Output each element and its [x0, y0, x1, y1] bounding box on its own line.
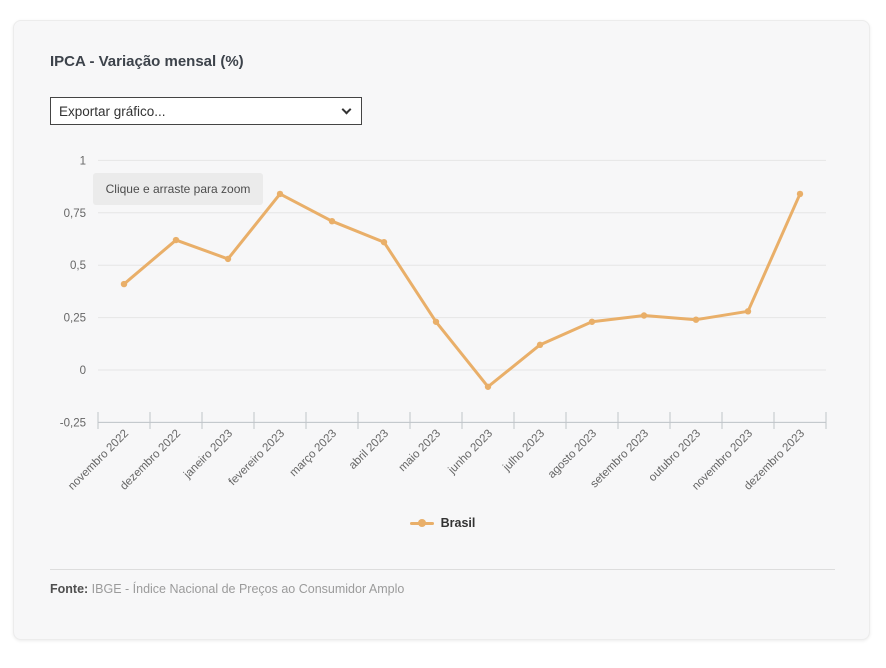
source-note: Fonte: IBGE - Índice Nacional de Preços … — [50, 579, 404, 599]
x-axis-label: outubro 2023 — [647, 428, 703, 484]
chart-title: IPCA - Variação mensal (%) — [50, 53, 244, 70]
data-point[interactable] — [484, 383, 492, 390]
zoom-hint: Clique e arraste para zoom — [93, 173, 263, 205]
data-point[interactable] — [380, 238, 388, 246]
x-axis-label: fevereiro 2023 — [227, 428, 287, 488]
y-axis-label: 0,75 — [64, 208, 86, 220]
data-point[interactable] — [692, 316, 700, 323]
data-point[interactable] — [276, 190, 284, 198]
data-point[interactable] — [432, 318, 440, 325]
data-point[interactable] — [328, 217, 336, 225]
legend-line-icon — [409, 519, 434, 527]
y-axis-label: -0,25 — [60, 417, 86, 429]
y-axis-label: 0,5 — [70, 260, 86, 272]
x-axis-label: agosto 2023 — [546, 428, 599, 481]
data-point[interactable] — [172, 236, 180, 244]
y-axis-label: 1 — [80, 155, 86, 167]
x-axis-label: julho 2023 — [500, 428, 547, 475]
y-axis-label: 0 — [80, 365, 86, 377]
legend-label: Brasil — [440, 516, 476, 530]
chart-card: IPCA - Variação mensal (%) Exportar gráf… — [13, 20, 870, 640]
source-text: IBGE - Índice Nacional de Preços ao Cons… — [91, 582, 405, 596]
x-axis-label: janeiro 2023 — [181, 428, 235, 482]
x-axis-label: abril 2023 — [347, 428, 391, 472]
footer-divider — [50, 569, 835, 570]
data-point[interactable] — [588, 318, 596, 325]
export-chart-select[interactable]: Exportar gráfico... — [50, 97, 362, 125]
x-axis-label: junho 2023 — [446, 428, 495, 477]
data-point[interactable] — [536, 341, 544, 349]
legend-marker-dot — [417, 519, 426, 527]
export-select-wrapper: Exportar gráfico... — [50, 97, 362, 125]
data-point[interactable] — [640, 312, 648, 319]
legend-item-brasil[interactable]: Brasil — [14, 513, 871, 533]
y-axis-label: 0,25 — [64, 313, 86, 325]
source-label: Fonte: — [50, 582, 89, 596]
data-point[interactable] — [120, 280, 128, 288]
chart-plot-area[interactable]: 1 0,75 0,5 0,25 0 -0,25 novembro 2022 dezembro … — [14, 141, 871, 511]
series-line-brasil[interactable] — [122, 192, 802, 389]
x-axis-label: maio 2023 — [397, 428, 443, 474]
data-point[interactable] — [224, 255, 232, 263]
x-axis-label: março 2023 — [288, 428, 339, 479]
data-point[interactable] — [744, 308, 752, 315]
data-point[interactable] — [796, 190, 804, 198]
